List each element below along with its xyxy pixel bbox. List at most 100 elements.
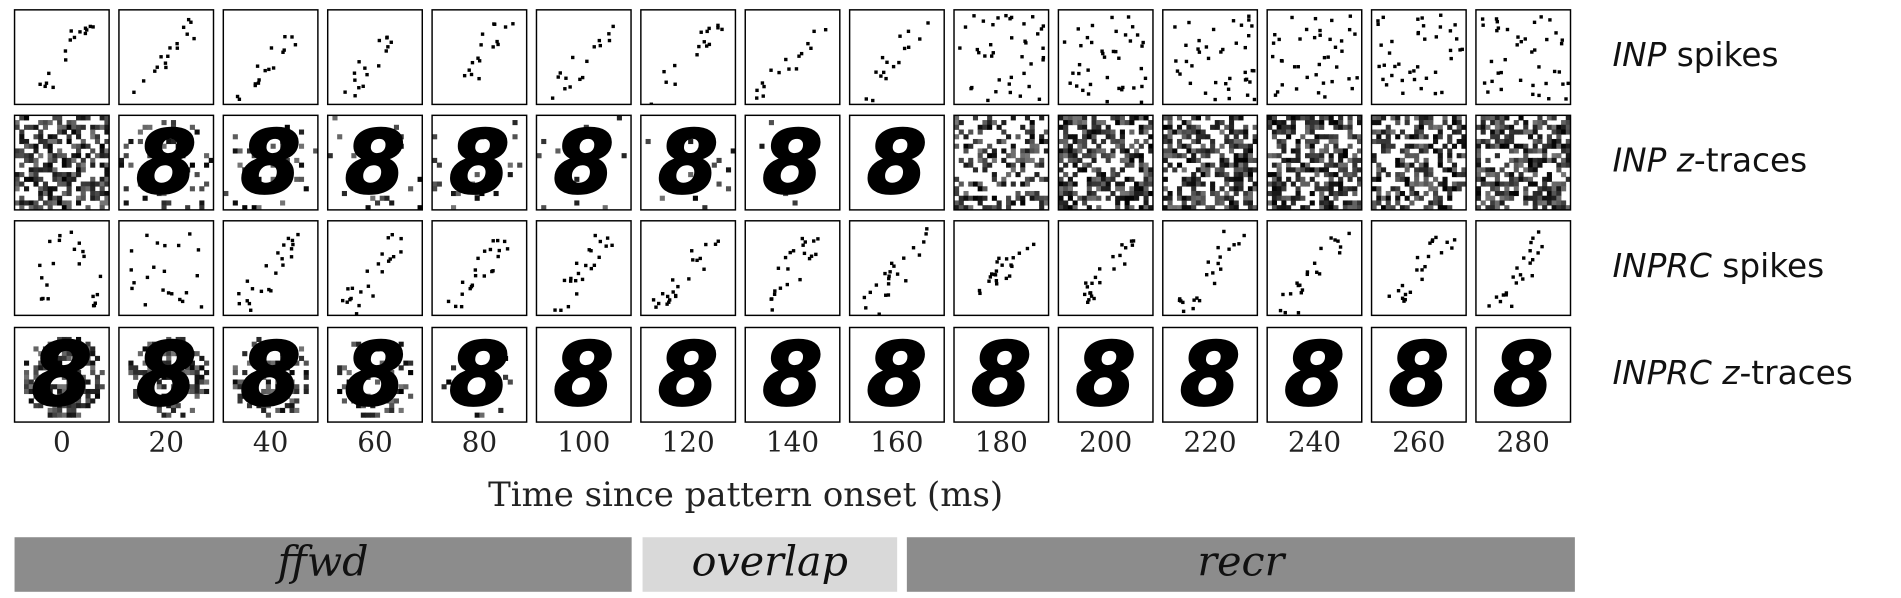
spike-dot — [77, 241, 82, 245]
spike-dot — [986, 98, 990, 103]
trace-pixel — [1423, 162, 1429, 168]
trace-pixel — [1039, 200, 1045, 206]
trace-pixel — [1447, 157, 1453, 163]
trace-pixel — [374, 412, 381, 418]
trace-pixel — [38, 176, 44, 182]
trace-pixel — [289, 398, 295, 404]
trace-pixel — [85, 153, 91, 159]
spike-dot — [1336, 239, 1340, 243]
panel-bg — [640, 9, 736, 105]
trace-pixel — [194, 379, 200, 385]
trace-pixel — [474, 186, 480, 192]
trace-pixel — [128, 360, 134, 366]
trace-pixel — [1504, 124, 1510, 130]
trace-pixel — [987, 153, 993, 159]
trace-pixel — [1561, 172, 1567, 178]
trace-pixel — [1267, 172, 1273, 178]
trace-pixel — [38, 384, 44, 390]
trace-pixel — [1347, 129, 1353, 135]
spike-dot — [386, 45, 390, 49]
trace-pixel — [1181, 143, 1187, 149]
trace-pixel — [1096, 124, 1102, 130]
trace-pixel — [996, 138, 1002, 145]
trace-pixel — [1091, 181, 1097, 187]
spike-dot — [654, 305, 658, 309]
trace-pixel — [284, 143, 290, 149]
trace-pixel — [1176, 162, 1183, 168]
spike-dot — [898, 34, 902, 38]
spike-dot — [1440, 90, 1444, 95]
trace-pixel — [80, 181, 86, 187]
trace-pixel — [1191, 157, 1197, 163]
trace-pixel — [1423, 148, 1429, 154]
trace-pixel — [33, 134, 39, 140]
spike-dot — [1077, 71, 1081, 76]
trace-pixel — [194, 351, 200, 357]
panel-frame — [848, 9, 945, 106]
trace-pixel — [1546, 200, 1552, 206]
trace-pixel — [1058, 200, 1064, 206]
trace-pixel — [1376, 200, 1382, 206]
trace-pixel — [189, 124, 195, 130]
trace-pixel — [1404, 115, 1410, 121]
spike-dot — [1243, 78, 1248, 82]
spike-dot — [1071, 71, 1075, 75]
spike-dot — [1335, 65, 1339, 69]
trace-pixel — [460, 138, 466, 145]
spike-dot — [975, 47, 980, 52]
trace-pixel — [1523, 153, 1529, 159]
spike-dot — [255, 64, 260, 68]
panel-content — [954, 115, 1049, 210]
panel-content — [1267, 115, 1362, 210]
trace-pixel — [1129, 195, 1135, 201]
trace-pixel — [1376, 190, 1382, 197]
trace-pixel — [374, 157, 381, 163]
trace-pixel — [76, 384, 82, 390]
spike-dot — [1515, 43, 1519, 47]
trace-pixel — [242, 393, 248, 399]
trace-pixel — [232, 365, 238, 371]
trace-pixel — [351, 384, 357, 390]
trace-pixel — [90, 148, 96, 154]
trace-pixel — [66, 157, 72, 163]
trace-pixel — [1134, 190, 1140, 197]
trace-pixel — [1162, 157, 1168, 163]
panel-content — [432, 220, 527, 316]
trace-pixel — [1091, 138, 1097, 145]
trace-pixel — [1309, 138, 1315, 145]
spike-dot — [784, 57, 788, 62]
trace-pixel — [1428, 124, 1434, 130]
trace-pixel — [280, 143, 286, 149]
panel-content — [327, 220, 423, 316]
spike-dot — [1454, 37, 1459, 41]
trace-pixel — [24, 186, 30, 192]
trace-pixel — [1328, 138, 1334, 145]
spike-dot — [691, 258, 695, 262]
trace-pixel — [24, 138, 30, 145]
spike-dot — [155, 241, 160, 245]
trace-pixel — [38, 153, 44, 159]
trace-pixel — [1205, 162, 1211, 168]
trace-pixel — [1006, 134, 1012, 140]
trace-pixel — [1561, 186, 1567, 192]
spike-dot — [1314, 73, 1318, 77]
spike-dot — [460, 292, 464, 296]
spike-dot — [1317, 272, 1322, 276]
trace-pixel — [1513, 129, 1519, 135]
spike-dot — [660, 292, 665, 296]
spike-dot — [585, 59, 589, 64]
trace-pixel — [1551, 200, 1557, 206]
trace-pixel — [801, 181, 808, 187]
trace-pixel — [1423, 190, 1429, 197]
trace-pixel — [1295, 157, 1301, 163]
spike-dot — [1536, 230, 1541, 234]
spike-dot — [1121, 85, 1125, 90]
trace-pixel — [1200, 172, 1206, 178]
trace-pixel — [1086, 181, 1092, 187]
spike-dot — [69, 29, 73, 33]
trace-pixel — [1110, 134, 1116, 140]
trace-pixel — [1328, 157, 1334, 163]
trace-pixel — [1542, 143, 1548, 149]
trace-pixel — [61, 346, 67, 352]
panel-frame — [431, 9, 528, 106]
